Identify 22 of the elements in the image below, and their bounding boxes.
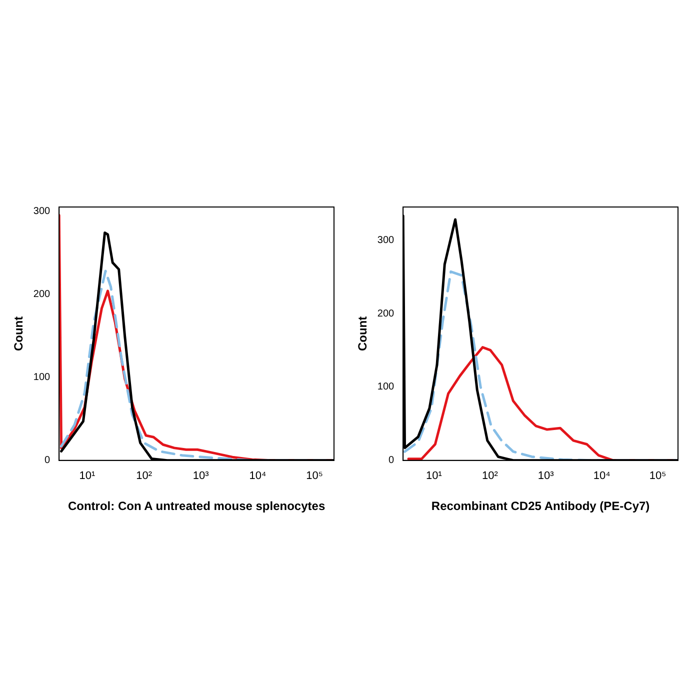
x-tick-label: 10³ <box>538 470 554 482</box>
x-tick-label: 10⁴ <box>593 470 611 482</box>
x-tick-label: 10⁵ <box>306 470 323 482</box>
x-tick-label: 10¹ <box>79 470 96 482</box>
y-tick-label: 0 <box>388 455 395 466</box>
y-axis-title: Count <box>12 316 26 352</box>
y-tick-label: 200 <box>33 288 51 300</box>
y-tick-label: 300 <box>33 206 51 217</box>
y-tick-label: 100 <box>33 372 51 384</box>
x-tick-label: 10¹ <box>426 470 442 482</box>
x-tick-label: 10⁵ <box>649 470 666 482</box>
x-axis-title: Control: Con A untreated mouse splenocytes <box>68 499 326 514</box>
x-axis-title: Recombinant CD25 Antibody (PE-Cy7) <box>431 499 650 514</box>
y-tick-label: 100 <box>377 382 395 393</box>
y-tick-label: 0 <box>44 455 51 466</box>
x-tick-label: 10⁴ <box>249 470 266 482</box>
y-tick-label: 300 <box>377 234 395 246</box>
x-tick-label: 10³ <box>192 470 210 482</box>
x-tick-label: 10² <box>136 470 152 482</box>
y-axis-title: Count <box>356 316 370 352</box>
y-tick-label: 200 <box>377 308 395 320</box>
x-tick-label: 10² <box>482 470 498 482</box>
